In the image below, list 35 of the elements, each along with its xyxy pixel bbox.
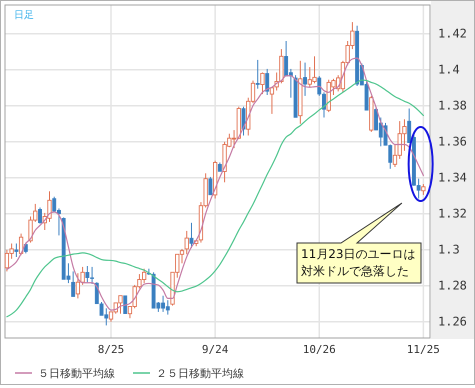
candlestick (184, 230, 189, 255)
candlestick (190, 222, 194, 248)
candlestick (71, 270, 76, 298)
x-tick-label: 11/25 (406, 342, 440, 356)
candlestick (260, 72, 265, 95)
y-tick-label: 1.42 (438, 26, 467, 41)
candlestick (303, 62, 308, 96)
candlestick (14, 243, 18, 258)
candlestick (38, 207, 42, 224)
y-tick-label: 1.36 (438, 134, 467, 149)
y-tick-label: 1.34 (438, 170, 467, 185)
candlestick (256, 59, 260, 90)
x-tick-label: 8/25 (98, 342, 124, 356)
y-tick-label: 1.4 (438, 62, 460, 77)
y-tick-label: 1.28 (438, 278, 467, 293)
candlestick (421, 184, 426, 196)
y-tick-label: 1.3 (438, 242, 460, 257)
candlestick (407, 108, 412, 144)
candlestick (242, 106, 246, 136)
x-tick-label: 10/26 (302, 342, 336, 356)
y-tick-label: 1.26 (438, 314, 467, 329)
legend-label: ５日移動平均線 (38, 367, 115, 380)
candlestick (265, 68, 270, 96)
candlestick (142, 268, 146, 284)
candlestick (208, 176, 212, 196)
annotation: 11月23日のユーロは対米ドルで急落した (301, 247, 416, 278)
text: 日足 (14, 10, 34, 21)
candlestick (80, 266, 85, 286)
candlestick (76, 272, 80, 299)
legend-label: ２５日移動平均線 (156, 367, 244, 380)
candlestick (123, 295, 128, 314)
x-tick-label: 9/24 (202, 342, 229, 356)
y-tick-label: 1.38 (438, 98, 467, 113)
y-tick-label: 1.32 (438, 206, 467, 221)
callout-box: 11月23日のユーロは対米ドルで急落した (296, 202, 422, 284)
